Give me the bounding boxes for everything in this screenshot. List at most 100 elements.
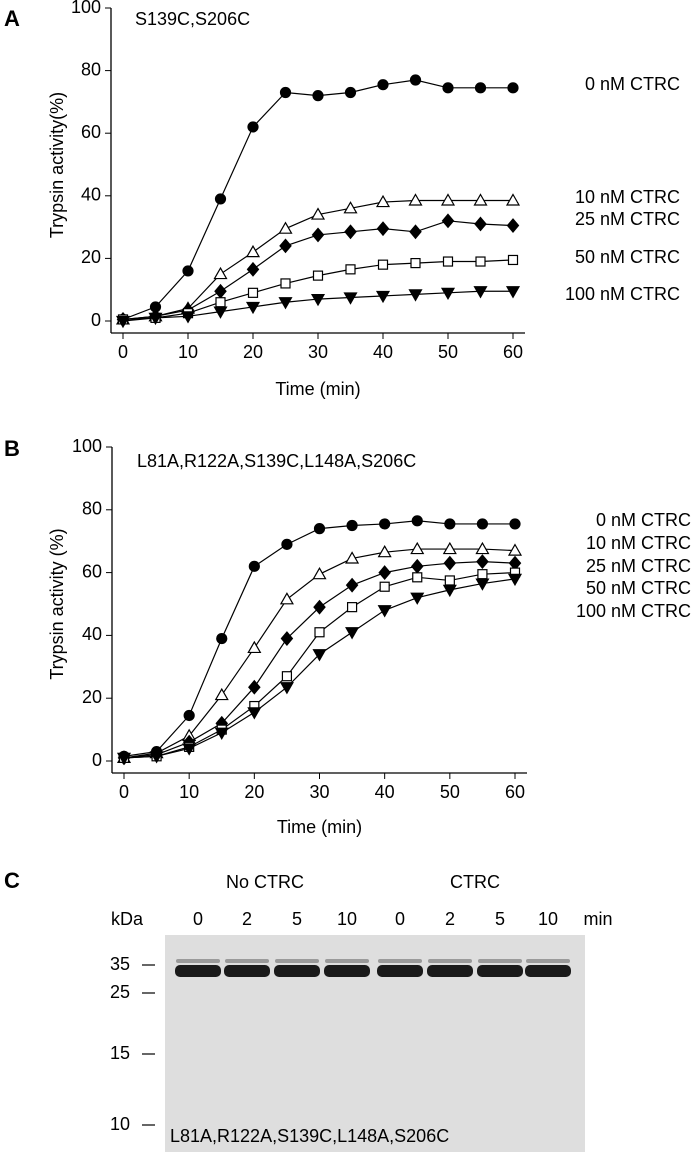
data-point xyxy=(440,287,456,301)
data-point xyxy=(278,221,293,234)
data-point xyxy=(213,306,228,319)
legend-label: 25 nM CTRC xyxy=(575,209,680,229)
x-tick-label: 20 xyxy=(244,782,264,802)
data-point xyxy=(311,227,325,243)
group-label: CTRC xyxy=(450,872,500,892)
band xyxy=(525,965,571,977)
data-point xyxy=(312,90,324,102)
lane-label: 10 xyxy=(538,909,558,929)
data-point xyxy=(376,221,390,237)
marker-label: 10 xyxy=(110,1114,130,1134)
data-point xyxy=(248,679,261,695)
data-point xyxy=(115,315,131,329)
data-point xyxy=(247,121,259,133)
data-point xyxy=(245,244,261,258)
data-point xyxy=(345,551,360,564)
annotation: L81A,R122A,S139C,L148A,S206C xyxy=(137,451,416,471)
band-faint xyxy=(378,959,422,963)
data-point xyxy=(441,213,455,229)
legend-label: 10 nM CTRC xyxy=(575,187,680,207)
band-faint xyxy=(275,959,319,963)
data-point xyxy=(473,193,488,206)
data-point xyxy=(279,682,294,695)
data-point xyxy=(412,572,423,583)
data-point xyxy=(442,256,454,267)
data-point xyxy=(375,194,391,208)
data-point xyxy=(312,649,327,662)
y-axis-label: Trypsin activity(%) xyxy=(47,92,67,238)
data-point xyxy=(247,287,259,298)
y-tick-label: 40 xyxy=(82,624,102,644)
data-point xyxy=(215,297,226,308)
band-faint xyxy=(176,959,220,963)
band-faint xyxy=(225,959,269,963)
data-point xyxy=(476,518,489,530)
data-point xyxy=(279,238,292,254)
data-point xyxy=(440,193,456,206)
band-faint xyxy=(325,959,369,963)
series-line xyxy=(122,79,513,320)
x-tick-label: 40 xyxy=(373,342,393,362)
data-point xyxy=(409,224,422,240)
data-point xyxy=(505,286,521,299)
panel-label: A xyxy=(4,6,20,31)
data-point xyxy=(379,518,391,530)
data-point xyxy=(279,592,294,605)
legend-label: 50 nM CTRC xyxy=(575,247,680,267)
data-point xyxy=(214,193,227,205)
x-tick-label: 20 xyxy=(243,342,263,362)
group-label: No CTRC xyxy=(226,872,304,892)
data-point xyxy=(507,573,523,587)
series-line xyxy=(123,520,515,757)
data-point xyxy=(214,727,229,740)
y-tick-label: 60 xyxy=(82,561,102,581)
data-point xyxy=(246,261,260,277)
data-point xyxy=(444,575,455,586)
data-point xyxy=(507,82,519,94)
data-point xyxy=(278,297,293,310)
x-tick-label: 60 xyxy=(505,782,525,802)
data-point xyxy=(442,584,457,598)
x-tick-label: 50 xyxy=(440,782,460,802)
lane-label: 5 xyxy=(495,909,505,929)
data-point xyxy=(245,301,261,315)
data-point xyxy=(443,555,457,571)
data-point xyxy=(312,270,324,281)
data-point xyxy=(410,541,425,555)
data-point xyxy=(410,558,424,574)
x-tick-label: 10 xyxy=(179,782,199,802)
data-point xyxy=(280,631,294,646)
lane-label: 0 xyxy=(193,909,203,929)
data-point xyxy=(474,216,487,232)
marker-label: 35 xyxy=(110,954,130,974)
data-point xyxy=(411,515,423,527)
band-faint xyxy=(428,959,472,963)
x-tick-label: 0 xyxy=(119,782,129,802)
data-point xyxy=(313,599,326,615)
data-point xyxy=(475,541,490,555)
data-point xyxy=(281,538,293,550)
data-point xyxy=(216,632,228,645)
data-point xyxy=(310,207,326,220)
lane-label: 5 xyxy=(292,909,302,929)
band xyxy=(427,965,473,977)
y-tick-label: 100 xyxy=(71,0,101,17)
data-point xyxy=(474,82,487,94)
y-tick-label: 40 xyxy=(81,185,101,205)
data-point xyxy=(378,565,391,581)
x-tick-label: 10 xyxy=(178,342,198,362)
data-point xyxy=(375,290,391,304)
data-point xyxy=(379,581,390,592)
x-tick-label: 30 xyxy=(308,342,328,362)
x-tick-label: 0 xyxy=(118,342,128,362)
data-point xyxy=(377,259,389,270)
data-point xyxy=(281,671,293,682)
data-point xyxy=(214,283,227,299)
data-point xyxy=(442,82,454,94)
data-point xyxy=(473,286,488,299)
legend-label: 0 nM CTRC xyxy=(596,510,691,530)
data-point xyxy=(247,640,262,654)
data-point xyxy=(116,752,132,766)
data-point xyxy=(214,687,229,701)
data-point xyxy=(507,543,523,556)
